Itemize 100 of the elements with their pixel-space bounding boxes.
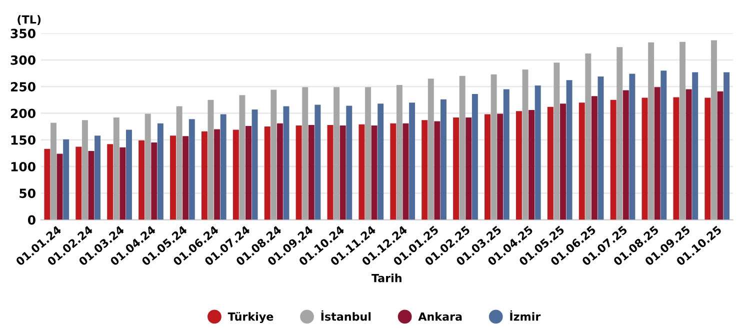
bar: [157, 123, 164, 220]
bar: [188, 119, 195, 220]
bar: [686, 89, 692, 220]
bar: [88, 151, 94, 220]
bar: [528, 110, 535, 220]
bar: [642, 98, 648, 220]
bar: [214, 129, 220, 220]
bar: [680, 42, 686, 220]
bar: [484, 114, 491, 220]
bar: [302, 87, 308, 220]
bar: [113, 117, 120, 220]
bar: [472, 94, 478, 220]
y-tick-label: 0: [28, 215, 36, 225]
bar: [44, 148, 50, 220]
bar: [126, 130, 132, 220]
bar: [503, 89, 510, 220]
bar: [220, 114, 226, 220]
bar: [138, 140, 145, 220]
y-tick-label: 350: [10, 28, 36, 38]
bar: [598, 76, 604, 220]
bar: [566, 80, 572, 220]
legend-label: İzmir: [510, 310, 541, 321]
y-tick-label: 50: [20, 188, 36, 198]
bar: [264, 126, 270, 220]
bar: [334, 87, 340, 220]
bar: [314, 104, 321, 220]
bar: [673, 97, 680, 220]
bar: [246, 126, 252, 220]
bar: [428, 78, 434, 220]
bar: [453, 117, 460, 220]
bar: [276, 123, 283, 220]
bar: [252, 109, 258, 220]
bar: [522, 70, 528, 220]
y-tick-label: 200: [10, 108, 36, 118]
bar: [63, 139, 70, 220]
bar: [176, 106, 182, 220]
bar: [434, 121, 440, 220]
bar: [660, 70, 667, 220]
bar: [622, 90, 629, 220]
legend-label: Ankara: [418, 312, 462, 321]
legend-label: Türkiye: [228, 312, 274, 323]
bar: [390, 123, 396, 220]
bar: [182, 136, 189, 220]
bar: [578, 102, 585, 220]
bar: [76, 146, 82, 220]
bar: [648, 42, 654, 220]
legend-label: İstanbul: [321, 310, 371, 321]
bar: [554, 62, 560, 220]
bar: [358, 124, 365, 220]
y-tick-label: 100: [11, 162, 36, 172]
bar: [120, 147, 126, 220]
bar: [547, 106, 554, 220]
bar: [629, 74, 636, 220]
bar: [296, 125, 302, 220]
x-axis-title: Tarih: [372, 274, 402, 282]
bar: [516, 111, 522, 220]
bar: [490, 74, 497, 220]
bar: [308, 124, 314, 220]
bar: [585, 54, 592, 220]
bar: [654, 87, 660, 220]
bar: [107, 144, 114, 220]
bar: [422, 120, 428, 220]
bar: [704, 98, 711, 220]
bar: [497, 114, 504, 220]
bar: [201, 131, 208, 220]
bar: [50, 122, 56, 220]
bar: [144, 114, 151, 220]
bar: [710, 40, 717, 220]
bar: [717, 91, 724, 220]
y-tick-label: 150: [11, 135, 36, 145]
bar: [82, 120, 88, 220]
bar: [378, 104, 384, 220]
bar: [466, 117, 472, 220]
bar: [365, 87, 371, 220]
y-axis-title: (TL): [18, 15, 41, 25]
bar: [724, 72, 730, 220]
bar: [440, 99, 446, 220]
bar: [232, 130, 239, 220]
bar: [346, 106, 352, 220]
bar: [591, 96, 598, 220]
bar: [94, 136, 101, 220]
bar: [239, 95, 246, 220]
bar: [340, 125, 346, 220]
bar: [208, 100, 214, 220]
y-tick-label: 250: [10, 82, 36, 92]
bar: [327, 124, 334, 220]
bar: [534, 86, 541, 220]
bar: [151, 142, 158, 220]
bar: [402, 123, 409, 220]
bar: [560, 104, 566, 220]
bar: [396, 84, 402, 220]
bar: [371, 125, 378, 220]
bar: [692, 72, 698, 220]
bar: [56, 154, 63, 220]
bar: [170, 136, 176, 220]
bar: [616, 47, 623, 220]
bar: [270, 90, 277, 220]
bar: [459, 76, 466, 220]
bar: [409, 102, 416, 220]
y-tick-label: 300: [10, 55, 36, 65]
